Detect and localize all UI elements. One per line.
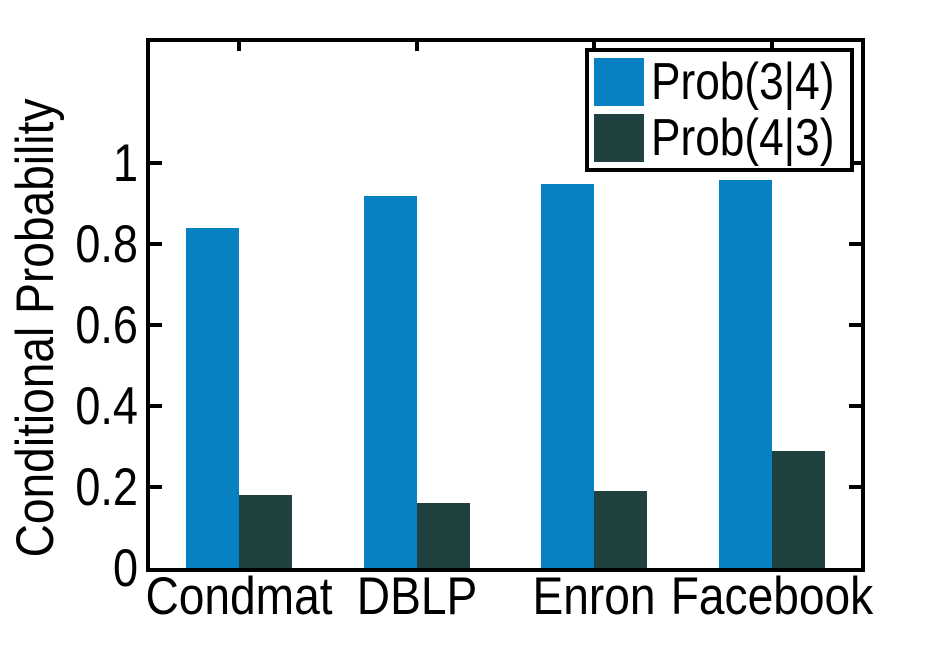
bar-prob-3-4-condmat bbox=[185, 228, 239, 568]
bar-prob-4-3-condmat bbox=[238, 495, 292, 568]
y-tick-label-0.2: 0.2 bbox=[75, 458, 138, 517]
legend-item-prob-3-given-4: Prob(3|4) bbox=[594, 53, 850, 112]
y-tick-label-0.6: 0.6 bbox=[75, 296, 138, 355]
y-tick-mark-left bbox=[150, 404, 162, 409]
y-tick-mark-right bbox=[849, 242, 861, 247]
y-tick-label-0.4: 0.4 bbox=[75, 377, 138, 436]
x-tick-label-enron: Enron bbox=[532, 567, 656, 626]
x-tick-mark-top bbox=[770, 42, 775, 51]
legend-item-prob-4-given-3: Prob(4|3) bbox=[594, 108, 850, 167]
y-tick-label-0: 0 bbox=[112, 539, 138, 598]
y-tick-mark-left bbox=[150, 485, 162, 490]
y-tick-mark-right bbox=[849, 485, 861, 490]
x-tick-mark-top bbox=[236, 42, 241, 51]
y-tick-mark-left bbox=[150, 161, 162, 166]
bars-layer bbox=[150, 42, 861, 568]
x-tick-mark-top bbox=[592, 42, 597, 51]
x-tick-label-condmat: Condmat bbox=[145, 567, 333, 626]
y-tick-label-0.8: 0.8 bbox=[75, 215, 138, 274]
bar-prob-4-3-facebook bbox=[772, 451, 826, 568]
y-tick-mark-left bbox=[150, 323, 162, 328]
bar-prob-4-3-dblp bbox=[416, 503, 470, 568]
y-tick-mark-left bbox=[150, 242, 162, 247]
legend: Prob(3|4) Prob(4|3) bbox=[585, 48, 854, 172]
legend-swatch-prob-4-given-3 bbox=[594, 113, 644, 162]
legend-label-prob-4-given-3: Prob(4|3) bbox=[651, 108, 835, 167]
bar-prob-4-3-enron bbox=[594, 491, 648, 568]
y-tick-label-1: 1 bbox=[112, 134, 138, 193]
x-tick-mark-top bbox=[414, 42, 419, 51]
x-tick-label-dblp: DBLP bbox=[356, 567, 478, 626]
y-tick-mark-right bbox=[849, 323, 861, 328]
legend-swatch-prob-3-given-4 bbox=[594, 58, 644, 107]
bar-prob-3-4-enron bbox=[541, 184, 595, 568]
bar-prob-3-4-dblp bbox=[363, 196, 417, 568]
y-tick-mark-right bbox=[849, 404, 861, 409]
axis-ticks-layer bbox=[150, 42, 861, 568]
y-tick-mark-right bbox=[849, 161, 861, 166]
bar-prob-3-4-facebook bbox=[719, 180, 773, 568]
legend-label-prob-3-given-4: Prob(3|4) bbox=[651, 53, 835, 112]
x-tick-label-facebook: Facebook bbox=[670, 567, 874, 626]
